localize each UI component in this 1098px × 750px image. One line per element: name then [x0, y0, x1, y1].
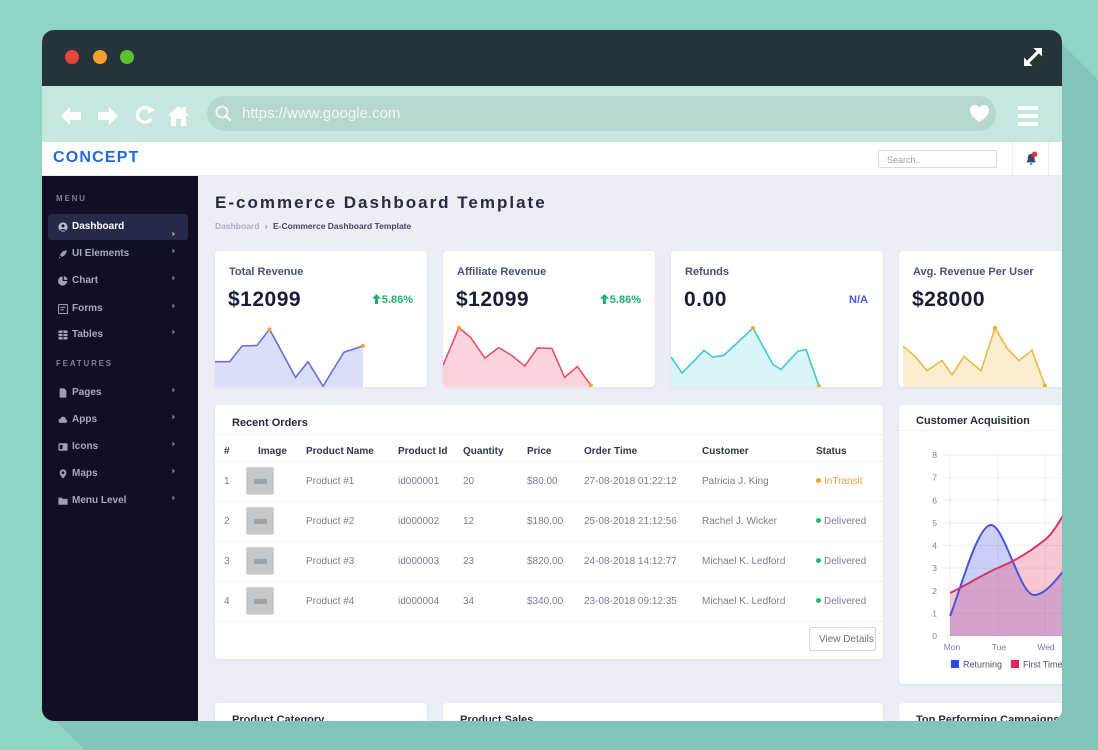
svg-text:3: 3 — [932, 563, 937, 573]
svg-text:Wed: Wed — [1037, 642, 1055, 652]
svg-text:4: 4 — [932, 541, 937, 551]
svg-text:0: 0 — [932, 631, 937, 641]
svg-text:2: 2 — [932, 586, 937, 596]
svg-text:5: 5 — [932, 518, 937, 528]
svg-text:8: 8 — [932, 450, 937, 460]
svg-text:Returning: Returning — [963, 660, 1002, 670]
svg-text:Tue: Tue — [992, 642, 1007, 652]
svg-text:Mon: Mon — [944, 642, 961, 652]
svg-text:First Time: First Time — [1023, 660, 1062, 670]
svg-text:6: 6 — [932, 495, 937, 505]
svg-text:1: 1 — [932, 608, 937, 618]
svg-text:7: 7 — [932, 473, 937, 483]
